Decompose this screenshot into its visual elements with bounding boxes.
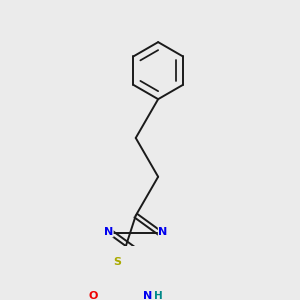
Text: N: N (104, 227, 113, 237)
Text: S: S (113, 257, 121, 268)
Text: N: N (143, 291, 152, 300)
Text: O: O (88, 291, 98, 300)
Text: N: N (158, 227, 168, 237)
Text: H: H (154, 291, 162, 300)
